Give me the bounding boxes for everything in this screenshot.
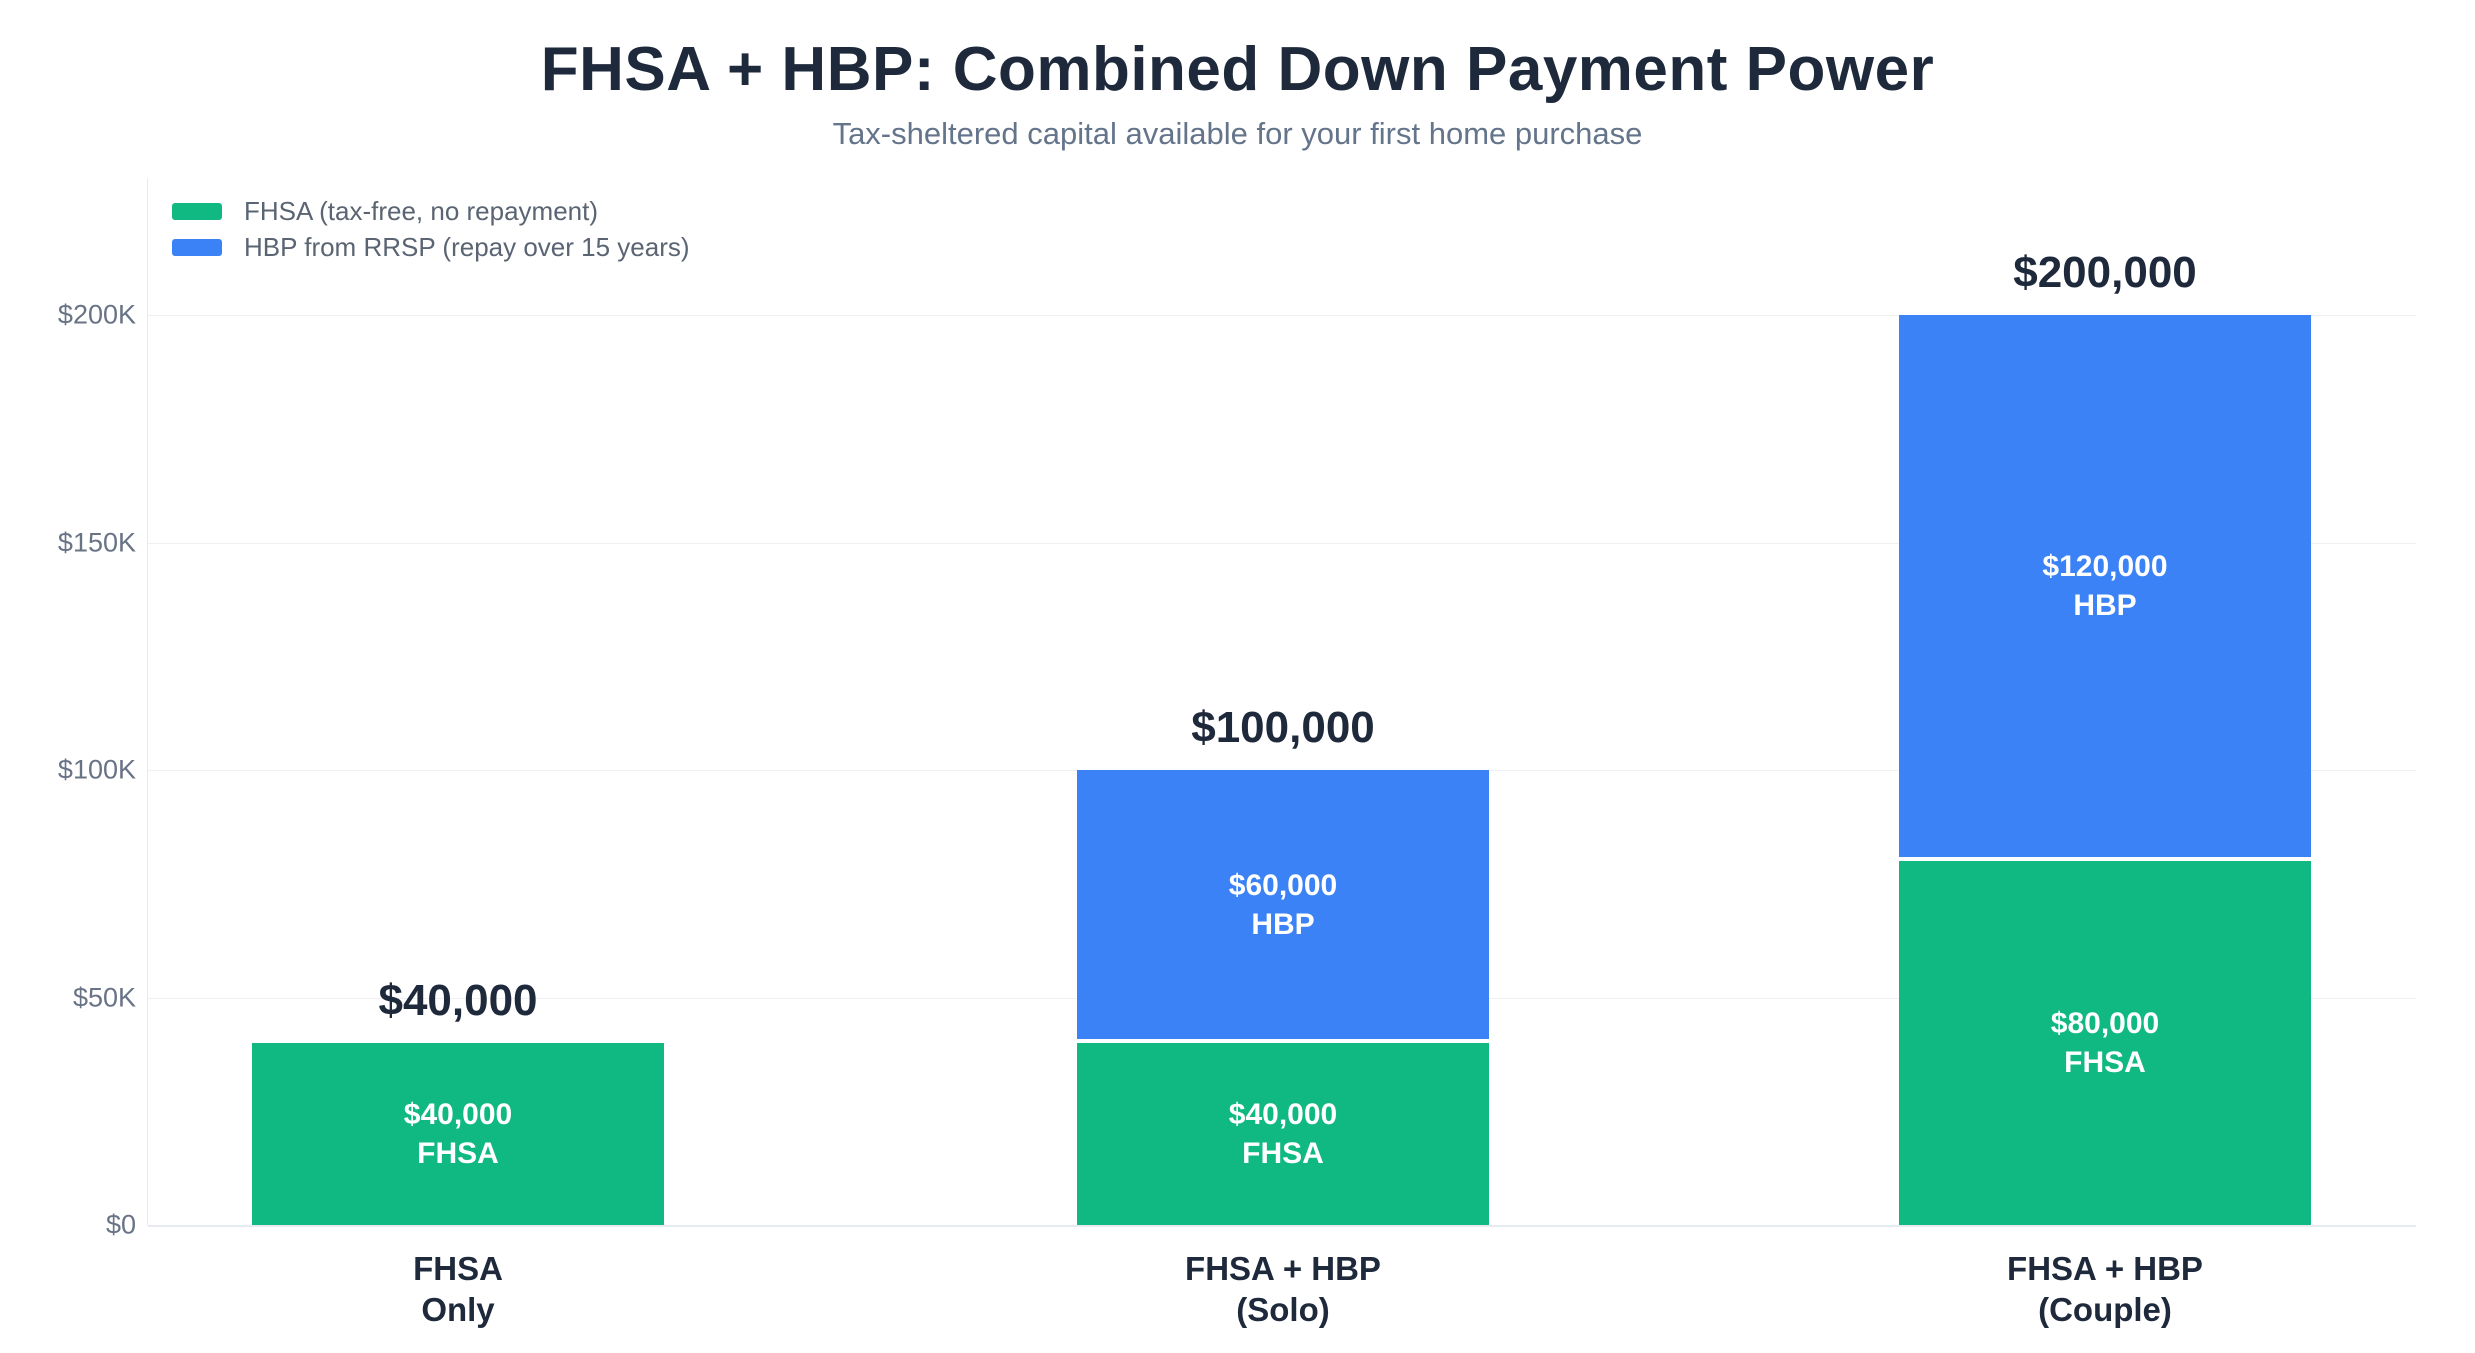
y-tick-label: $150K bbox=[57, 527, 136, 558]
legend-label: FHSA (tax-free, no repayment) bbox=[244, 196, 599, 226]
legend-swatch-fhsa-icon bbox=[172, 203, 222, 220]
y-axis-line bbox=[147, 178, 148, 1225]
y-tick-label: $0 bbox=[105, 1209, 136, 1240]
legend-item-hbp[interactable]: HBP from RRSP (repay over 15 years) bbox=[172, 232, 690, 262]
y-tick-label: $200K bbox=[57, 299, 136, 330]
bar-segment-hbp[interactable]: $120,000 HBP bbox=[1899, 315, 2311, 861]
gridline bbox=[148, 315, 2416, 316]
x-axis-label: FHSA Only bbox=[413, 1250, 503, 1328]
legend: FHSA (tax-free, no repayment) HBP from RR… bbox=[172, 196, 690, 275]
bar-segment-value: FHSA bbox=[1242, 1137, 1324, 1170]
bar-segment-value: $60,000 bbox=[1228, 868, 1338, 902]
bar-segment-value: HBP bbox=[1251, 907, 1315, 941]
legend-item-fhsa[interactable]: FHSA (tax-free, no repayment) bbox=[172, 196, 690, 226]
bar-segment-fhsa[interactable]: $80,000 FHSA bbox=[1899, 861, 2311, 1225]
legend-swatch-hbp-icon bbox=[172, 239, 222, 256]
bar-segment-value: FHSA bbox=[417, 1137, 499, 1170]
bar-segment-fhsa[interactable]: $40,000 FHSA bbox=[1077, 1043, 1489, 1225]
y-tick-label: $50K bbox=[72, 982, 136, 1013]
bar-segment-value: $120,000 bbox=[2042, 550, 2168, 583]
gridline bbox=[148, 543, 2416, 544]
chart-title: FHSA + HBP: Combined Down Payment Power bbox=[540, 35, 1935, 104]
bar-segment-fhsa[interactable]: $40,000 FHSA bbox=[252, 1043, 664, 1225]
bar-segment-value: FHSA bbox=[2064, 1046, 2146, 1079]
bar-total-label: $40,000 bbox=[378, 976, 538, 1025]
bar-total-label: $200,000 bbox=[2013, 248, 2197, 297]
bar-segment-value: HBP bbox=[2073, 589, 2137, 622]
bar-segment-value: $80,000 bbox=[2050, 1007, 2160, 1040]
bar-segment-value: $40,000 bbox=[1228, 1098, 1338, 1131]
bar-segment-value: $40,000 bbox=[403, 1098, 513, 1131]
legend-label: HBP from RRSP (repay over 15 years) bbox=[244, 232, 690, 262]
gridline bbox=[148, 1225, 2416, 1227]
x-axis-label: FHSA + HBP (Solo) bbox=[1185, 1250, 1381, 1328]
chart-subtitle: Tax-sheltered capital available for your… bbox=[832, 116, 1643, 151]
y-tick-label: $100K bbox=[57, 754, 136, 785]
bar-segment-hbp[interactable]: $60,000 HBP bbox=[1077, 770, 1489, 1043]
x-axis-label: FHSA + HBP (Couple) bbox=[2007, 1250, 2203, 1328]
bar-total-label: $100,000 bbox=[1191, 703, 1375, 752]
